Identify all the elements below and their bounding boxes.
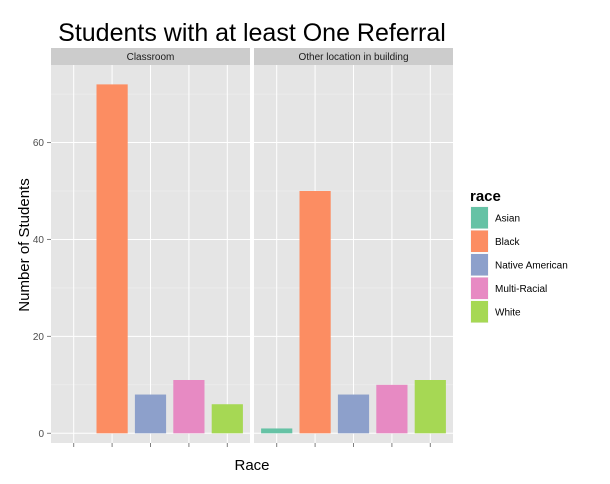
bar-other-location-in-building-native-american — [337, 394, 370, 434]
facet-other-location: Other location in building — [254, 48, 453, 443]
bar-other-location-in-building-multi-racial — [376, 384, 408, 434]
bars-other-location — [261, 191, 446, 434]
legend-item-native-american: Native American — [469, 252, 568, 277]
y-tick-label: 60 — [33, 138, 45, 149]
bar-classroom-black — [96, 84, 128, 434]
legend-items: Asian Black Native American Multi-Racial Whi… — [469, 205, 568, 324]
legend-swatch-white — [471, 301, 488, 323]
y-axis-title: Number of Students — [16, 178, 33, 311]
y-tick-label: 0 — [38, 429, 44, 440]
legend-item-multi-racial: Multi-Racial — [469, 276, 547, 301]
facet-strip-label-classroom: Classroom — [127, 52, 175, 63]
facet-strip-classroom — [51, 48, 250, 65]
legend: race Asian Black Native American Multi-Raci… — [469, 188, 568, 324]
bars-classroom — [96, 84, 243, 434]
legend-label-black: Black — [495, 237, 520, 248]
legend-item-black: Black — [469, 229, 520, 254]
legend-label-asian: Asian — [495, 213, 520, 224]
facet-classroom: Classroom — [51, 48, 250, 443]
bar-classroom-native-american — [134, 394, 167, 434]
legend-swatch-black — [471, 230, 488, 252]
y-axis-ticks: 0 20 40 60 — [33, 138, 51, 440]
legend-label-native-american: Native American — [495, 260, 568, 271]
bar-other-location-in-building-black — [299, 191, 331, 434]
y-tick-label: 40 — [33, 235, 45, 246]
bar-classroom-multi-racial — [173, 380, 205, 434]
chart-title: Students with at least One Referral — [58, 19, 446, 47]
x-axis-title: Race — [234, 457, 269, 474]
legend-swatch-multi-racial — [471, 277, 488, 299]
legend-swatch-asian — [471, 207, 488, 229]
facet-strip-other-location — [254, 48, 453, 65]
bar-other-location-in-building-asian — [261, 428, 293, 434]
legend-item-white: White — [469, 299, 521, 324]
facet-strip-label-other-location: Other location in building — [298, 52, 408, 63]
legend-label-white: White — [495, 307, 521, 318]
legend-item-asian: Asian — [469, 205, 520, 230]
legend-label-multi-racial: Multi-Racial — [495, 284, 547, 295]
legend-swatch-native-american — [471, 254, 488, 276]
x-axis-ticks — [73, 443, 431, 447]
y-tick-label: 20 — [33, 332, 45, 343]
bar-classroom-white — [211, 404, 243, 434]
bar-other-location-in-building-white — [414, 380, 446, 434]
legend-title: race — [470, 188, 501, 205]
